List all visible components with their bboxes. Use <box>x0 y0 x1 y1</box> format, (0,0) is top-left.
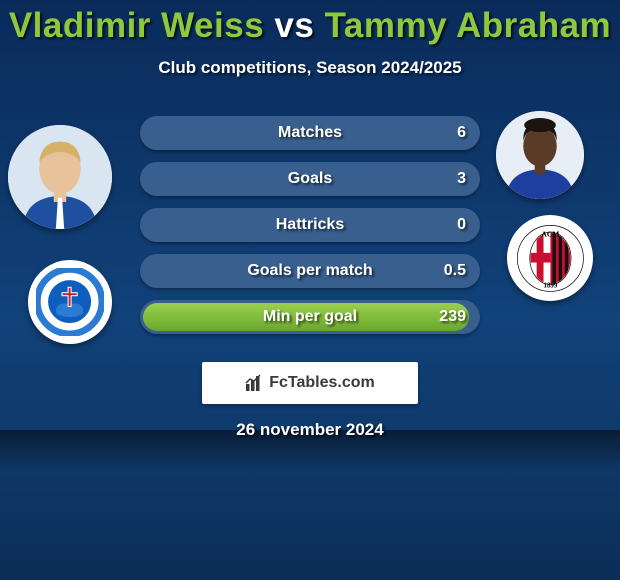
brand-name: FcTables.com <box>269 374 375 392</box>
stats-container: Matches 6 Goals 3 Hattricks 0 Goals per … <box>0 116 620 334</box>
statbar-hattricks: Hattricks 0 <box>140 208 480 242</box>
date-text: 26 november 2024 <box>0 404 620 440</box>
statbar-value: 6 <box>457 124 466 142</box>
page-title: Vladimir Weiss vs Tammy Abraham <box>0 0 620 46</box>
statbar-value: 3 <box>457 170 466 188</box>
title-player1: Vladimir Weiss <box>9 6 264 45</box>
statbar-value: 0 <box>457 216 466 234</box>
statbar-matches: Matches 6 <box>140 116 480 150</box>
statbar-label: Goals <box>140 170 480 188</box>
statbar-value: 239 <box>439 308 466 326</box>
title-player2: Tammy Abraham <box>325 6 612 45</box>
statbar-label: Matches <box>140 124 480 142</box>
statbar-goals: Goals 3 <box>140 162 480 196</box>
statbar-value: 0.5 <box>444 262 466 280</box>
statbar-min-per-goal: Min per goal 239 <box>140 300 480 334</box>
bar-chart-icon <box>245 374 265 392</box>
brand-badge-content: FcTables.com <box>245 374 375 392</box>
subtitle: Club competitions, Season 2024/2025 <box>0 46 620 78</box>
title-vs: vs <box>274 6 314 45</box>
brand-badge[interactable]: FcTables.com <box>202 362 418 404</box>
statbar-label: Min per goal <box>140 308 480 326</box>
statbar-label: Goals per match <box>140 262 480 280</box>
statbar-goals-per-match: Goals per match 0.5 <box>140 254 480 288</box>
statbar-label: Hattricks <box>140 216 480 234</box>
